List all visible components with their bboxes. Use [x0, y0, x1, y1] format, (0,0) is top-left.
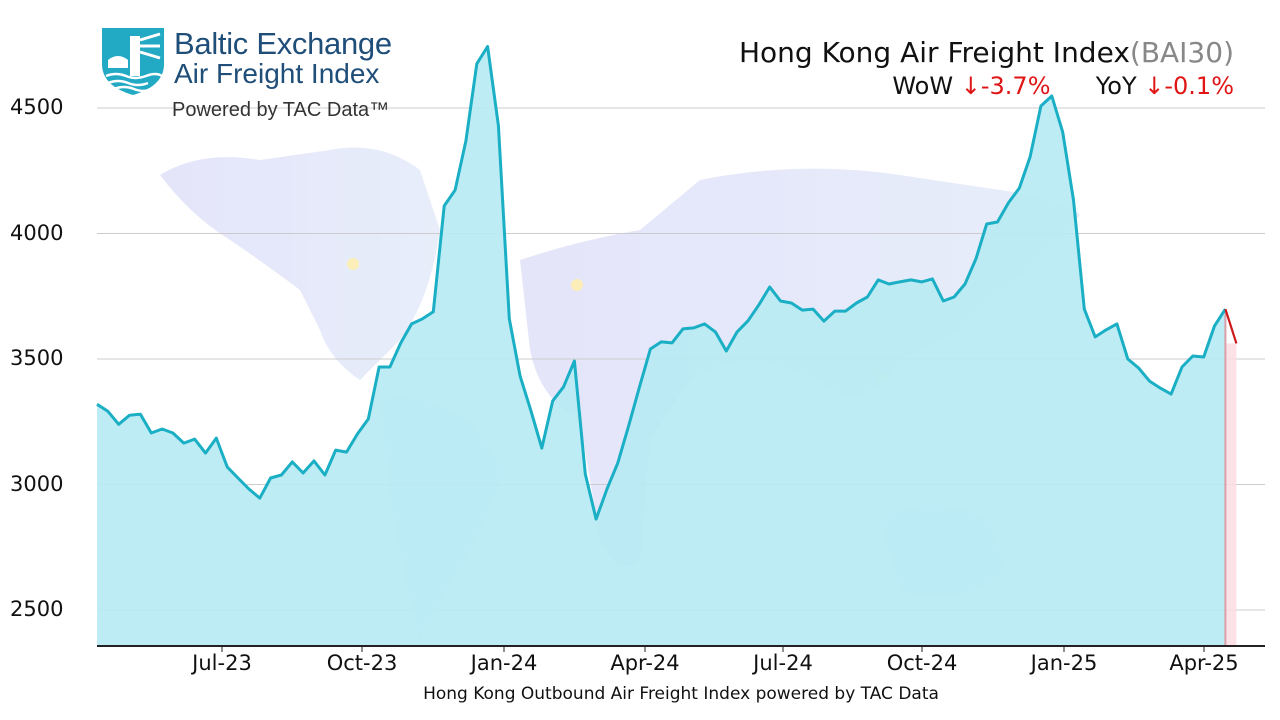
y-tick-2500: 2500 [10, 597, 64, 621]
baltic-exchange-logo: Baltic Exchange Air Freight Index Powere… [100, 26, 392, 121]
wow-label: WoW [892, 72, 954, 100]
last-period-band [1225, 343, 1237, 646]
x-tick-oct-24: Oct-24 [886, 651, 958, 675]
wow-value: ↓-3.7% [960, 72, 1051, 100]
x-tick-apr-25: Apr-25 [1169, 651, 1239, 675]
logo-line-2: Air Freight Index [174, 58, 380, 89]
x-tick-jul-23: Jul-23 [192, 651, 252, 675]
y-tick-4500: 4500 [10, 95, 64, 119]
change-stats: WoW ↓-3.7% YoY ↓-0.1% [892, 72, 1234, 100]
x-tick-jul-24: Jul-24 [753, 651, 813, 675]
x-tick-oct-23: Oct-23 [326, 651, 398, 675]
index-code: (BAI30) [1129, 36, 1234, 69]
y-tick-3000: 3000 [10, 472, 64, 496]
x-tick-apr-24: Apr-24 [610, 651, 680, 675]
y-tick-3500: 3500 [10, 346, 64, 370]
chart-title: Hong Kong Air Freight Index(BAI30) [739, 36, 1234, 69]
logo-line-3: Powered by TAC Data™ [172, 99, 390, 121]
x-axis-caption: Hong Kong Outbound Air Freight Index pow… [423, 684, 939, 704]
x-axis-ticks [221, 646, 1205, 652]
chart-title-text: Hong Kong Air Freight Index [738, 36, 1130, 69]
yoy-value: ↓-0.1% [1144, 72, 1234, 100]
area-fill [97, 46, 1226, 646]
yoy-label: YoY [1095, 72, 1137, 100]
series-line-bai30 [96, 45, 1227, 521]
y-tick-4000: 4000 [10, 221, 64, 245]
x-tick-jan-25: Jan-25 [1030, 651, 1098, 675]
x-tick-jan-24: Jan-24 [470, 651, 538, 675]
logo-line-1: Baltic Exchange [174, 26, 392, 61]
last-week-segment [1224, 308, 1238, 344]
lighthouse-shield-icon [102, 28, 164, 95]
